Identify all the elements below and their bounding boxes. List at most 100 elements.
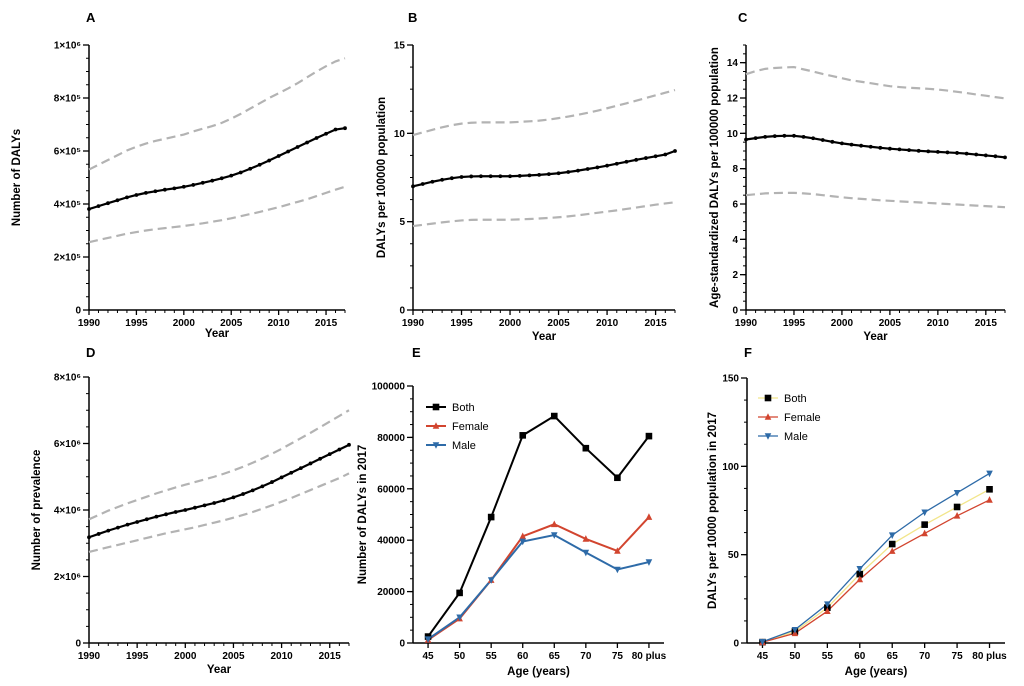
- x-tick-label: 1990: [78, 651, 101, 662]
- y-tick-label: 60000: [377, 484, 405, 495]
- data-point: [744, 137, 748, 142]
- y-tick-label: 0: [399, 306, 405, 317]
- legend-marker-female: [764, 413, 772, 420]
- y-tick-label: 8: [732, 164, 738, 175]
- legend-label-female: Female: [452, 421, 489, 433]
- data-point: [154, 514, 159, 519]
- uncertainty-upper-line: [88, 57, 346, 171]
- y-tick-label: 6×10⁵: [54, 147, 82, 158]
- legend-marker-female: [432, 422, 440, 429]
- data-point: [143, 190, 148, 195]
- x-axis-title: Year: [863, 331, 888, 343]
- data-point: [488, 174, 493, 179]
- data-point-both: [582, 444, 590, 452]
- data-point: [897, 147, 902, 152]
- data-point: [811, 136, 816, 141]
- data-point: [238, 170, 243, 175]
- data-point: [231, 495, 236, 500]
- data-point: [191, 183, 196, 187]
- data-point: [324, 131, 328, 136]
- data-point-male: [759, 638, 766, 646]
- data-point: [556, 171, 561, 176]
- x-tick-label: 55: [486, 651, 498, 662]
- panel-e: E 0 20000 40000 60000 80000 100000 45 50 55 60 65 70…: [357, 345, 667, 678]
- data-point-both: [550, 412, 558, 420]
- data-point: [172, 186, 177, 191]
- data-point: [318, 456, 323, 461]
- data-point: [595, 165, 600, 170]
- estimate-line: [412, 149, 676, 188]
- data-point: [508, 174, 512, 179]
- data-point: [878, 145, 883, 150]
- y-tick-label: 1×10⁶: [54, 41, 81, 52]
- data-point: [673, 149, 677, 153]
- y-tick-label: 80000: [377, 433, 405, 444]
- data-point-female: [888, 547, 896, 554]
- data-point: [347, 442, 351, 447]
- y-axis-title: DALYs per 100000 population: [376, 97, 388, 258]
- data-point: [106, 201, 110, 206]
- series-line-male: [762, 472, 990, 643]
- data-point: [96, 532, 101, 536]
- y-tick-label: 100: [722, 462, 739, 473]
- y-tick-label: 6×10⁶: [54, 439, 81, 450]
- series-line-both: [762, 488, 990, 643]
- x-tick-label: 2005: [222, 651, 245, 662]
- data-point: [181, 184, 186, 189]
- series-line-male: [427, 534, 650, 640]
- data-point: [333, 127, 338, 132]
- data-point-female: [645, 513, 653, 520]
- panel-a: A 0 2×10⁵ 4×10⁵ 6×10⁵ 8×10⁵ 1×10⁶ 1990 1995 2000 2…: [11, 10, 347, 340]
- panel-c: C 0 2 4 6 8 10 12 14 1990 1995 2000 2005 2010 2015 Year…: [709, 10, 1007, 343]
- y-tick-label: 14: [727, 58, 739, 69]
- panel-letter-f: F: [744, 345, 752, 360]
- data-point: [327, 452, 332, 457]
- data-point: [210, 178, 215, 183]
- data-point: [753, 136, 758, 141]
- data-point: [260, 484, 265, 489]
- data-point: [241, 492, 245, 496]
- data-point: [868, 144, 873, 149]
- data-point-male: [986, 470, 993, 478]
- data-point: [106, 528, 111, 533]
- data-point-male: [424, 636, 432, 643]
- x-tick-label: 1990: [402, 318, 425, 329]
- y-tick-label: 8×10⁶: [54, 373, 81, 384]
- data-point-female: [986, 496, 993, 503]
- data-point: [916, 148, 921, 153]
- y-tick-label: 40000: [377, 536, 405, 547]
- panel-letter-c: C: [738, 10, 748, 25]
- x-axis-title: Age (years): [507, 666, 570, 678]
- data-point: [782, 133, 787, 138]
- data-point: [772, 134, 777, 139]
- estimate-line: [88, 127, 346, 211]
- data-point: [498, 174, 503, 179]
- y-tick-label: 0: [733, 639, 739, 650]
- x-tick-label: 2000: [831, 318, 854, 329]
- data-point-male: [921, 509, 928, 517]
- data-point: [153, 189, 158, 194]
- x-axis-title: Age (years): [845, 666, 908, 678]
- x-tick-label: 75: [612, 651, 624, 662]
- data-point-male: [519, 538, 527, 546]
- x-tick-label: 2010: [268, 318, 291, 329]
- data-point: [314, 136, 319, 140]
- data-point: [430, 179, 435, 184]
- x-tick-label: 1995: [126, 651, 149, 662]
- data-point-both: [645, 432, 653, 440]
- x-tick-label: 70: [919, 651, 931, 662]
- y-tick-label: 6: [732, 200, 738, 211]
- data-point: [459, 175, 464, 179]
- data-point: [343, 126, 347, 131]
- data-point: [527, 173, 532, 178]
- legend-marker-both: [432, 403, 440, 411]
- x-tick-label: 70: [580, 651, 592, 662]
- panel-letter-b: B: [408, 10, 417, 25]
- data-point: [162, 187, 167, 192]
- panel-d: D 0 2×10⁶ 4×10⁶ 6×10⁶ 8×10⁶ 1990 1995 2000 2005 20…: [31, 345, 351, 676]
- x-tick-label: 2000: [174, 651, 197, 662]
- data-point: [248, 166, 253, 171]
- data-point: [585, 167, 590, 171]
- legend-label-male: Male: [784, 431, 808, 443]
